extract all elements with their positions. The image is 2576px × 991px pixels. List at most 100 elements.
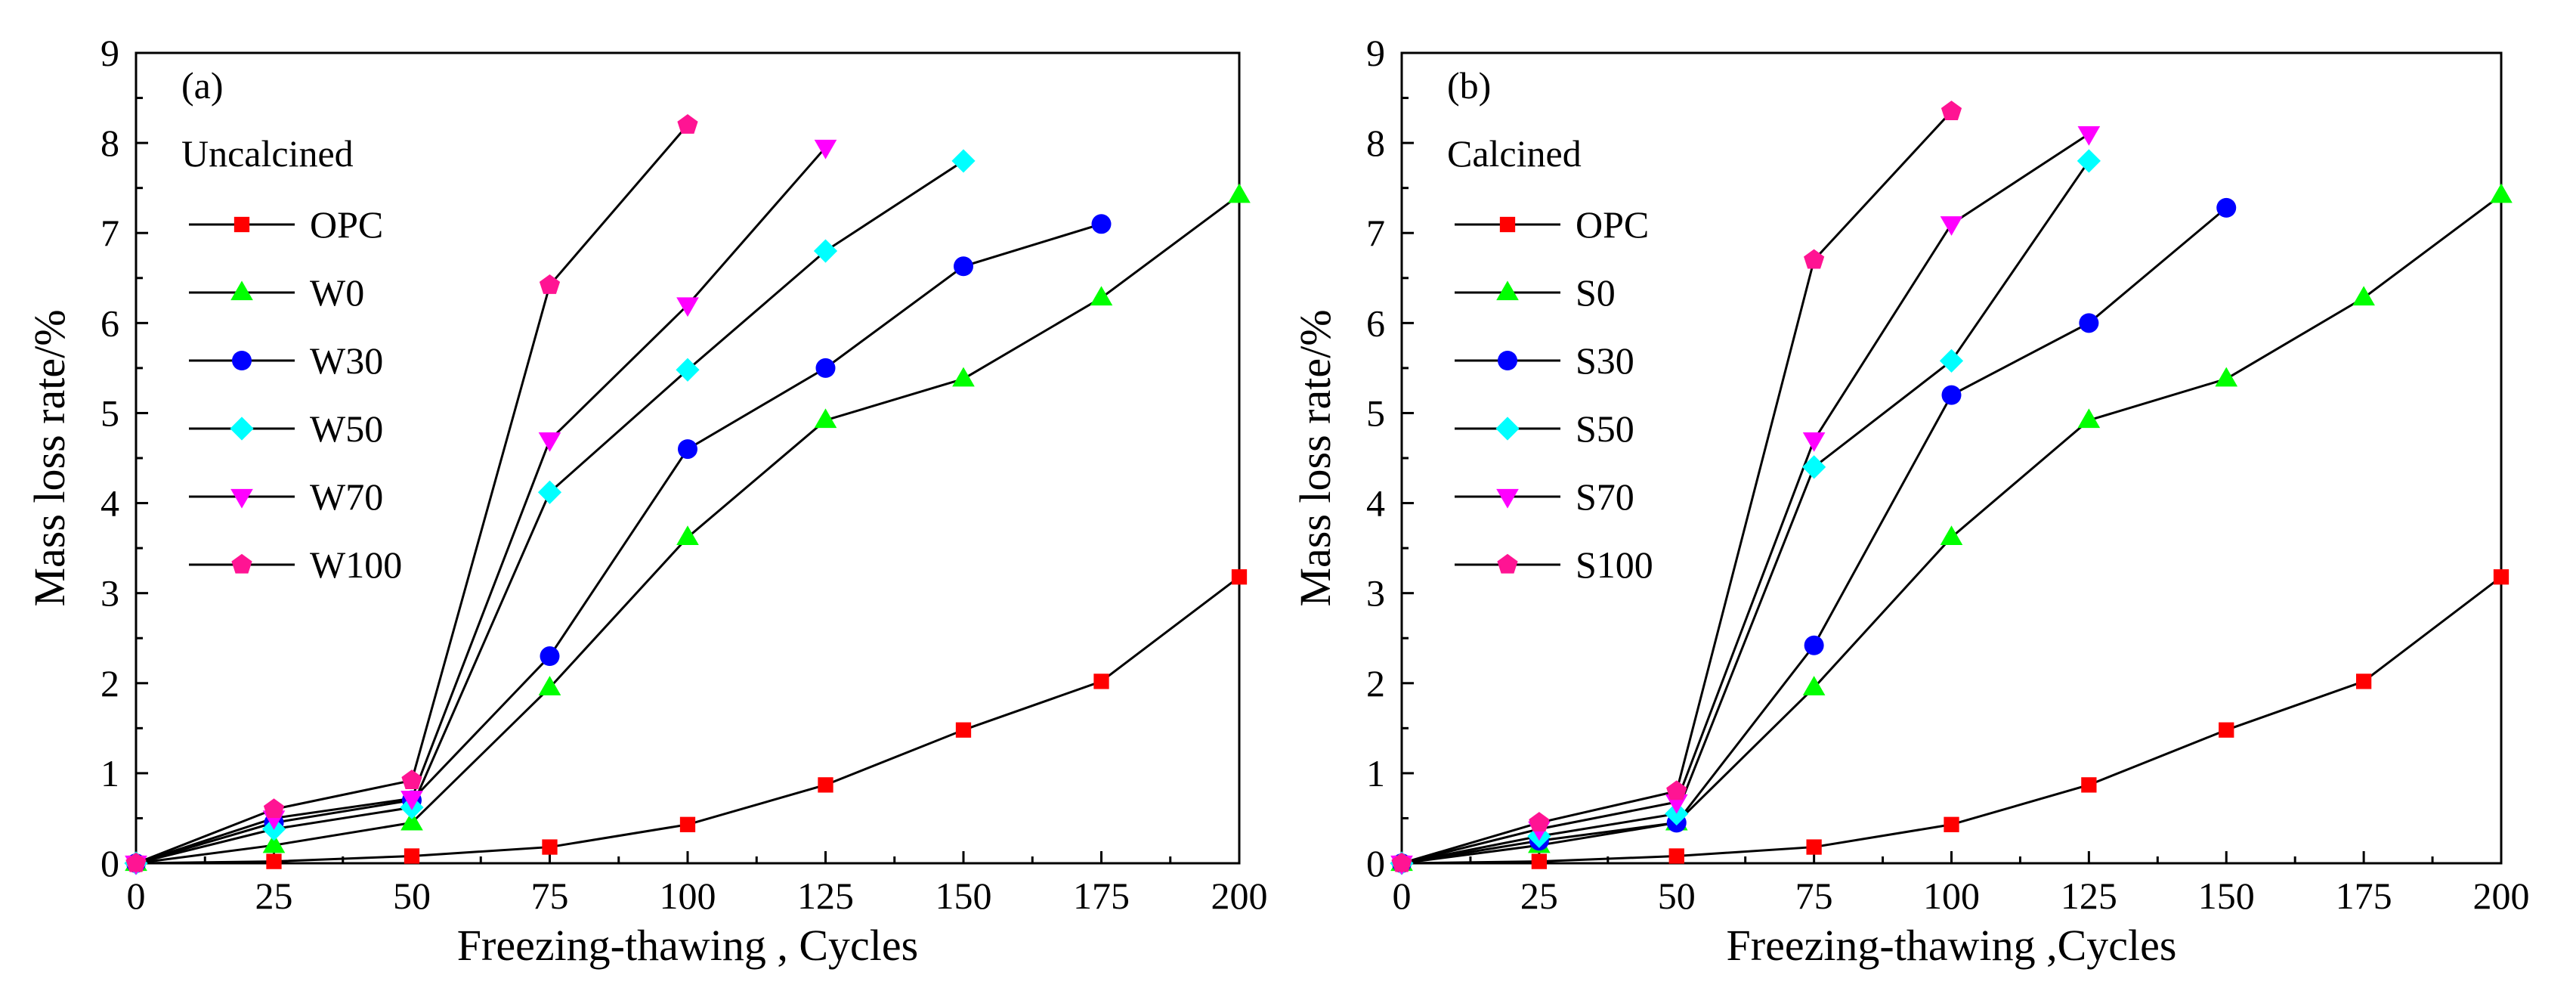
- data-point-S50: [2077, 149, 2101, 173]
- legend-label-W70: W70: [310, 475, 383, 518]
- data-point-OPC: [2081, 777, 2097, 793]
- y-tick-label: 2: [101, 662, 119, 705]
- data-point-W50: [951, 149, 976, 173]
- data-point-W70: [538, 432, 561, 452]
- data-point-W0: [538, 676, 561, 695]
- y-axis-title: Mass loss rate/%: [25, 309, 74, 606]
- x-tick-label: 25: [255, 875, 293, 917]
- x-tick-label: 150: [2198, 875, 2255, 917]
- data-point-W100: [677, 113, 698, 134]
- data-point-OPC: [404, 848, 420, 864]
- x-tick-label: 175: [2336, 875, 2392, 917]
- y-tick-label: 7: [101, 212, 119, 254]
- x-tick-label: 25: [1520, 875, 1558, 917]
- y-tick-label: 6: [101, 302, 119, 344]
- data-point-OPC: [1531, 853, 1548, 869]
- data-point-W30: [954, 256, 973, 277]
- legend-label-S50: S50: [1576, 407, 1634, 450]
- legend-marker-S50: [1495, 417, 1520, 441]
- legend-label-S0: S0: [1576, 271, 1616, 314]
- series-line-W50: [135, 159, 964, 865]
- series-line-W70: [135, 147, 827, 865]
- y-tick-label: 1: [1366, 752, 1385, 794]
- legend-marker-OPC: [233, 216, 250, 233]
- data-point-S100: [1666, 780, 1687, 801]
- legend-label-OPC: OPC: [310, 203, 383, 246]
- data-point-W100: [539, 274, 561, 294]
- x-tick-label: 150: [935, 875, 992, 917]
- x-axis-title: Freezing-thawing , Cycles: [457, 921, 918, 970]
- legend-label-S70: S70: [1576, 475, 1634, 518]
- legend-marker-S30: [1498, 351, 1517, 370]
- data-point-W0: [1228, 183, 1251, 203]
- data-point-S100: [1941, 101, 1962, 120]
- y-tick-label: 5: [101, 392, 119, 434]
- data-point-W100: [263, 798, 285, 819]
- y-tick-label: 0: [101, 842, 119, 884]
- data-point-S0: [2077, 408, 2101, 429]
- y-tick-label: 9: [101, 32, 119, 74]
- data-point-S0: [1802, 676, 1826, 695]
- data-point-W0: [400, 810, 423, 831]
- data-point-S100: [1391, 852, 1412, 872]
- y-tick-label: 5: [1366, 392, 1385, 434]
- legend-marker-W0: [230, 280, 253, 301]
- x-tick-label: 50: [393, 875, 431, 917]
- x-tick-label: 125: [2061, 875, 2117, 917]
- data-point-W0: [262, 833, 286, 853]
- data-point-OPC: [1944, 816, 1959, 832]
- series-line-S50: [1401, 160, 2090, 865]
- data-point-W50: [537, 480, 562, 504]
- data-point-W50: [676, 358, 700, 382]
- y-tick-label: 1: [101, 752, 119, 794]
- data-point-W100: [401, 770, 422, 789]
- x-tick-label: 75: [531, 875, 569, 917]
- data-point-OPC: [818, 777, 833, 793]
- data-point-S100: [1804, 249, 1825, 269]
- series-line-W30: [135, 222, 1102, 865]
- data-point-W50: [813, 239, 838, 263]
- data-point-S0: [2215, 367, 2238, 387]
- y-tick-label: 3: [1366, 572, 1385, 615]
- chart-panel-1: 0 25 50 75 100 125 150 175 200 0 1 2 3 4 5 6 7 8 9 Freezing…: [1291, 32, 2530, 970]
- y-tick-label: 8: [101, 122, 119, 164]
- data-point-OPC: [955, 722, 972, 738]
- legend-label-W30: W30: [310, 339, 383, 382]
- legend-title: Calcined: [1447, 132, 1582, 175]
- data-point-W0: [1090, 286, 1113, 306]
- data-point-S30: [2079, 313, 2099, 333]
- y-tick-label: 4: [1366, 482, 1385, 525]
- data-point-W70: [400, 791, 423, 810]
- data-point-S30: [2216, 197, 2237, 218]
- x-tick-label: 50: [1658, 875, 1696, 917]
- data-point-S100: [1529, 812, 1550, 832]
- data-point-S30: [1941, 385, 1962, 405]
- data-point-S0: [1940, 525, 1963, 545]
- data-point-S0: [2490, 183, 2513, 203]
- x-tick-label: 175: [1073, 875, 1130, 917]
- x-axis-title: Freezing-thawing ,Cycles: [1727, 921, 2177, 970]
- data-point-OPC: [2493, 569, 2510, 585]
- chart-panel-0: 0 25 50 75 100 125 150 175 200 0 1 2 3 4 5 6 7 8 9 Freezing…: [25, 32, 1268, 970]
- legend-label-S100: S100: [1576, 544, 1653, 586]
- data-point-W0: [952, 367, 975, 387]
- legend-marker-W50: [230, 417, 254, 441]
- legend-title: Uncalcined: [181, 132, 354, 175]
- legend-label-W100: W100: [310, 544, 402, 586]
- data-point-W30: [540, 646, 560, 667]
- data-point-OPC: [1668, 848, 1684, 864]
- data-point-S70: [1940, 216, 1963, 236]
- data-point-W0: [676, 525, 699, 545]
- x-tick-label: 200: [2473, 875, 2530, 917]
- legend-marker-S70: [1496, 488, 1519, 509]
- y-tick-label: 9: [1366, 32, 1385, 74]
- legend-marker-W70: [230, 488, 253, 509]
- data-point-OPC: [266, 853, 282, 869]
- data-point-W30: [815, 358, 836, 378]
- data-point-S70: [1802, 432, 1826, 452]
- legend-marker-OPC: [1499, 216, 1516, 233]
- legend-label-S30: S30: [1576, 339, 1634, 382]
- data-point-W30: [678, 439, 697, 460]
- data-point-OPC: [542, 839, 558, 855]
